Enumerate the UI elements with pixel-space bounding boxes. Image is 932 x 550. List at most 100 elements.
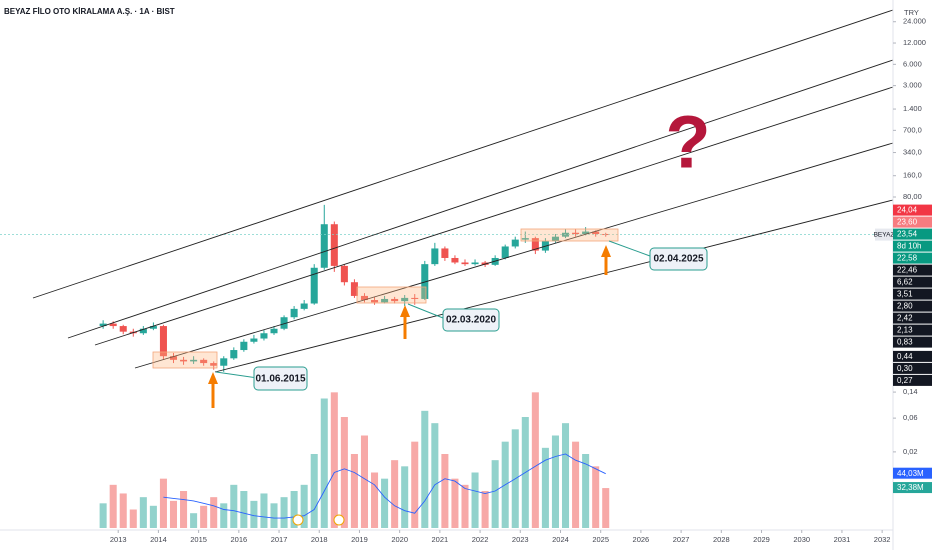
callout-pointer	[215, 371, 259, 379]
volume-bar	[320, 398, 328, 528]
x-tick-label: 2026	[633, 535, 650, 544]
candle-body	[320, 224, 328, 268]
price-label-box	[893, 288, 932, 300]
volume-bar	[290, 491, 298, 528]
y-tick-label: 80,00	[903, 192, 922, 201]
callout-pointer	[407, 303, 444, 319]
volume-bar	[421, 410, 429, 528]
candle-body	[149, 326, 157, 329]
y-tick-label: 340,0	[903, 148, 922, 157]
candle-body	[592, 231, 600, 235]
price-label: 22,46	[897, 266, 918, 275]
volume-bar	[481, 491, 489, 528]
callout-label: 01.06.2015	[255, 374, 305, 385]
x-tick-label: 2027	[673, 535, 690, 544]
candle-body	[270, 328, 278, 334]
x-tick-label: 2022	[472, 535, 489, 544]
volume-label: 44,03M	[897, 469, 924, 478]
x-tick-label: 2017	[271, 535, 288, 544]
channel-line	[94, 86, 894, 346]
series-layer	[0, 204, 893, 528]
volume-bar	[220, 503, 228, 528]
range-box	[356, 286, 427, 304]
x-tick-label: 2014	[150, 535, 167, 544]
callout	[442, 308, 500, 332]
volume-bar	[180, 491, 188, 528]
x-tick-label: 2031	[834, 535, 851, 544]
candle-body	[260, 333, 268, 339]
volume-bar	[340, 417, 348, 528]
candle-body	[391, 298, 399, 302]
candle-body	[521, 238, 529, 240]
price-label: 22,58	[897, 254, 918, 263]
x-tick-label: 2018	[311, 535, 328, 544]
x-tick-label: 2023	[512, 535, 529, 544]
price-label: 23,60	[897, 218, 918, 227]
x-tick-label: 2025	[592, 535, 609, 544]
candle-body	[139, 328, 147, 334]
range-box	[520, 228, 619, 242]
volume-bar	[310, 454, 318, 528]
volume-label: 32,38M	[897, 483, 924, 492]
y-tick-label: 24.000	[903, 17, 926, 26]
volume-bar	[350, 454, 358, 528]
candle-body	[451, 257, 459, 263]
price-label-box	[893, 276, 932, 288]
volume-bar	[602, 488, 610, 528]
price-label: 24,04	[897, 206, 918, 215]
candle-body	[330, 224, 338, 266]
candle-body	[180, 359, 188, 362]
x-tick-label: 2032	[874, 535, 891, 544]
x-tick-label: 2029	[753, 535, 770, 544]
countdown-box	[893, 240, 932, 252]
candle-body	[411, 297, 419, 299]
price-label-box	[893, 374, 932, 386]
candle-body	[169, 356, 178, 360]
volume-bar	[592, 466, 600, 528]
candle-body	[381, 298, 389, 303]
price-label-box	[893, 336, 932, 348]
volume-bar	[109, 484, 117, 528]
callout-pointer	[608, 240, 651, 257]
y-tick-label: 3.000	[903, 81, 922, 90]
candle-body	[371, 300, 379, 303]
candle-body	[511, 239, 519, 247]
volume-bar	[149, 505, 157, 528]
drawings: 01.06.2015 02.03.2020 02.04.2025 ?	[32, 9, 894, 526]
candle-body	[501, 246, 509, 258]
price-label: 0,83	[897, 338, 913, 347]
symbol-tag	[875, 228, 893, 241]
volume-bar	[531, 392, 539, 528]
dividend-icon	[333, 514, 345, 526]
candle-body	[230, 350, 238, 359]
volume-bar	[582, 454, 590, 528]
channel-line	[67, 59, 894, 339]
volume-bar	[280, 497, 288, 528]
candle-body	[159, 326, 167, 357]
y-tick-label: 6.000	[903, 59, 922, 68]
x-tick-label: 2030	[793, 535, 810, 544]
price-label: 0,27	[897, 376, 913, 385]
range-box	[152, 351, 218, 369]
candle-body	[461, 262, 469, 265]
candle-body	[551, 236, 559, 242]
callout-label: 02.04.2025	[653, 254, 703, 265]
price-label: 3,51	[897, 290, 913, 299]
volume-bar	[441, 454, 449, 528]
candle-body	[401, 297, 409, 302]
candle-body	[582, 231, 590, 235]
y-tick-label: 0,02	[903, 447, 918, 456]
volume-bar	[270, 503, 278, 528]
price-label-box	[893, 312, 932, 324]
x-tick-label: 2024	[552, 535, 569, 544]
volume-bar	[551, 435, 559, 528]
x-tick-label: 2013	[110, 535, 127, 544]
volume-bar	[169, 500, 178, 528]
price-label-box	[893, 216, 932, 228]
x-tick-label: 2028	[713, 535, 730, 544]
volume-bar	[240, 491, 248, 528]
volume-bar	[561, 423, 570, 528]
volume-bar	[99, 503, 107, 528]
